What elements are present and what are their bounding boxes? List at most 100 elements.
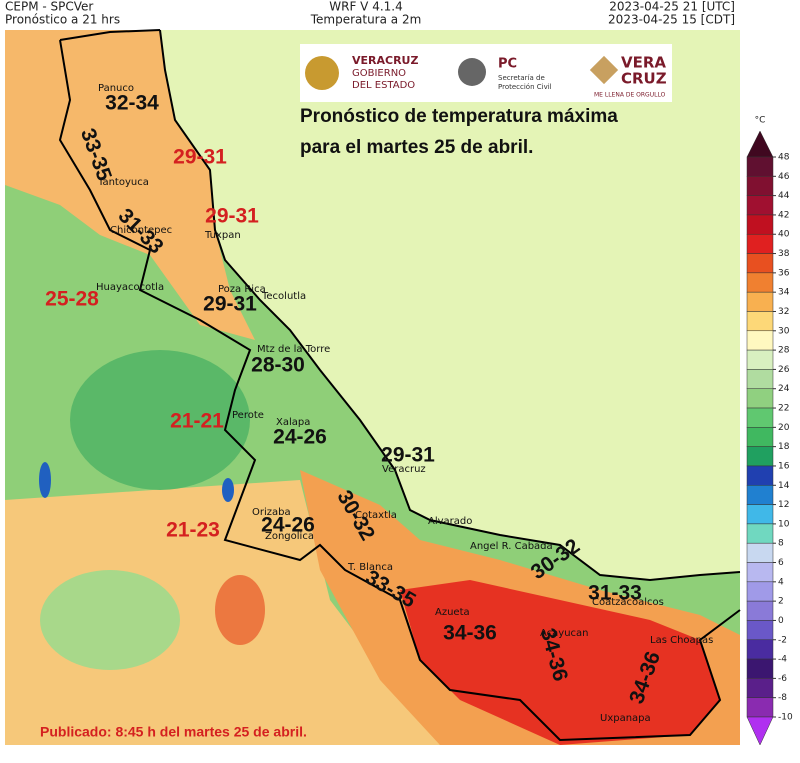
header-center: Temperatura a 2m (310, 13, 422, 27)
place-label: Tecolutla (261, 291, 306, 302)
place-label: Poza Rica (218, 284, 266, 295)
place-label: Tuxpan (204, 230, 241, 241)
logo-text: Secretaría de (498, 74, 545, 82)
colorbar-tick-label: -2 (778, 635, 787, 645)
colorbar-tick-label: -8 (778, 693, 787, 703)
colorbar-tick-label: 22 (778, 404, 789, 414)
place-label: Cotaxtla (355, 510, 397, 521)
logo-text: ME LLENA DE ORGULLO (594, 92, 666, 99)
colorbar-segment (746, 233, 774, 254)
hot-zone (400, 580, 720, 745)
logo-text: DEL ESTADO (352, 80, 415, 91)
colorbar-tick-label: 18 (778, 442, 790, 452)
forecast-range: 29-31 (205, 205, 259, 228)
forecast-range: 31-33 (588, 582, 642, 605)
forecast-range: 21-21 (170, 410, 224, 433)
logo-text: GOBIERNO (352, 68, 406, 79)
colorbar-segment (746, 600, 774, 621)
colorbar-segment (746, 504, 774, 525)
place-label: Panuco (98, 83, 134, 94)
place-label: Angel R. Cabada (470, 541, 553, 552)
colorbar-segment (746, 639, 774, 660)
cool-zone (40, 570, 180, 670)
colorbar-tick-label: 26 (778, 365, 790, 375)
colorbar-segment (746, 465, 774, 486)
colorbar-extension (746, 130, 774, 158)
colorbar-segment (746, 658, 774, 679)
map-title: para el martes 25 de abril. (300, 137, 533, 158)
place-label: Alvarado (428, 516, 472, 527)
forecast-range: 29-31 (203, 293, 257, 316)
colorbar-segment (746, 349, 774, 370)
header-right: 2023-04-25 15 [CDT] (608, 13, 735, 27)
place-label: Chicontepec (110, 225, 172, 236)
colorbar-tick-label: 10 (778, 519, 790, 529)
colorbar-tick-label: 6 (778, 558, 784, 568)
logo-box: VERACRUZ GOBIERNO DEL ESTADO PC Secretar… (300, 44, 672, 102)
state-border (58, 29, 741, 742)
colorbar-tick-label: -4 (778, 655, 787, 665)
colorbar-tick-label: 40 (778, 230, 790, 240)
cold-spot (39, 462, 51, 498)
header-left: CEPM - SPCVer (5, 0, 93, 14)
colorbar-tick-label: 0 (778, 616, 784, 626)
forecast-range: 34-36 (443, 622, 497, 645)
colorbar-segment (746, 678, 774, 698)
forecast-range: 21-23 (166, 519, 220, 542)
header-left: Pronóstico a 21 hrs (5, 13, 120, 27)
colorbar-segment (746, 272, 774, 293)
colorbar-tick-label: 14 (778, 481, 790, 491)
colorbar-tick-label: 46 (778, 172, 790, 182)
logo-text: PC (498, 57, 517, 72)
place-label: Perote (232, 410, 264, 421)
colorbar-segment (746, 485, 774, 505)
colorbar-segment (746, 562, 774, 583)
colorbar-segment (746, 581, 774, 602)
logo-text: VERA (621, 54, 666, 72)
colorbar-segment (746, 407, 774, 428)
logo-text: VERACRUZ (352, 54, 418, 67)
colorbar-tick-label: 16 (778, 461, 790, 471)
colorbar-tick-label: 2 (778, 597, 784, 607)
place-label: Mtz de la Torre (257, 344, 330, 355)
place-label: Uxpanapa (600, 713, 651, 724)
gulf (160, 30, 740, 580)
place-label: Xalapa (276, 417, 310, 428)
place-label: Orizaba (252, 507, 291, 518)
place-label: Las Choapas (650, 635, 713, 646)
forecast-range: 32-34 (105, 92, 159, 115)
colorbar-segment (746, 427, 774, 447)
colorbar-tick-label: 32 (778, 307, 789, 317)
colorbar-tick-label: 12 (778, 500, 789, 510)
forecast-range: 24-26 (273, 426, 327, 449)
footer-note: Publicado: 8:45 h del martes 25 de abril… (40, 724, 307, 740)
colorbar-segment (746, 523, 774, 544)
place-label: Veracruz (382, 464, 426, 475)
colorbar-tick-label: 20 (778, 423, 790, 433)
colorbar-segment (746, 446, 774, 467)
colorbar-segment (746, 156, 774, 177)
colorbar-tick-label: 48 (778, 153, 790, 163)
hot-zone (215, 575, 265, 645)
colorbar-segment (746, 253, 774, 274)
colorbar-segment (746, 388, 774, 409)
place-label: Azueta (435, 607, 470, 618)
colorbar-segment (746, 291, 774, 312)
colorbar-tick-label: 28 (778, 346, 790, 356)
header-right: 2023-04-25 21 [UTC] (609, 0, 735, 14)
colorbar-unit: °C (755, 116, 766, 126)
colorbar: °C 4846444240383634323028262422201816141… (746, 116, 793, 746)
colorbar-extension (746, 716, 774, 746)
colorbar-segment (746, 214, 774, 235)
colorbar-segment (746, 176, 774, 196)
colorbar-tick-label: 8 (778, 539, 784, 549)
logo-emblem (305, 56, 339, 90)
colorbar-tick-label: 34 (778, 288, 790, 298)
forecast-range: 28-30 (251, 354, 305, 377)
colorbar-tick-label: 30 (778, 326, 790, 336)
cool-zone (70, 350, 250, 490)
colorbar-tick-label: 36 (778, 268, 790, 278)
colorbar-segment (746, 697, 774, 718)
place-label: Coatzacoalcos (592, 597, 664, 608)
